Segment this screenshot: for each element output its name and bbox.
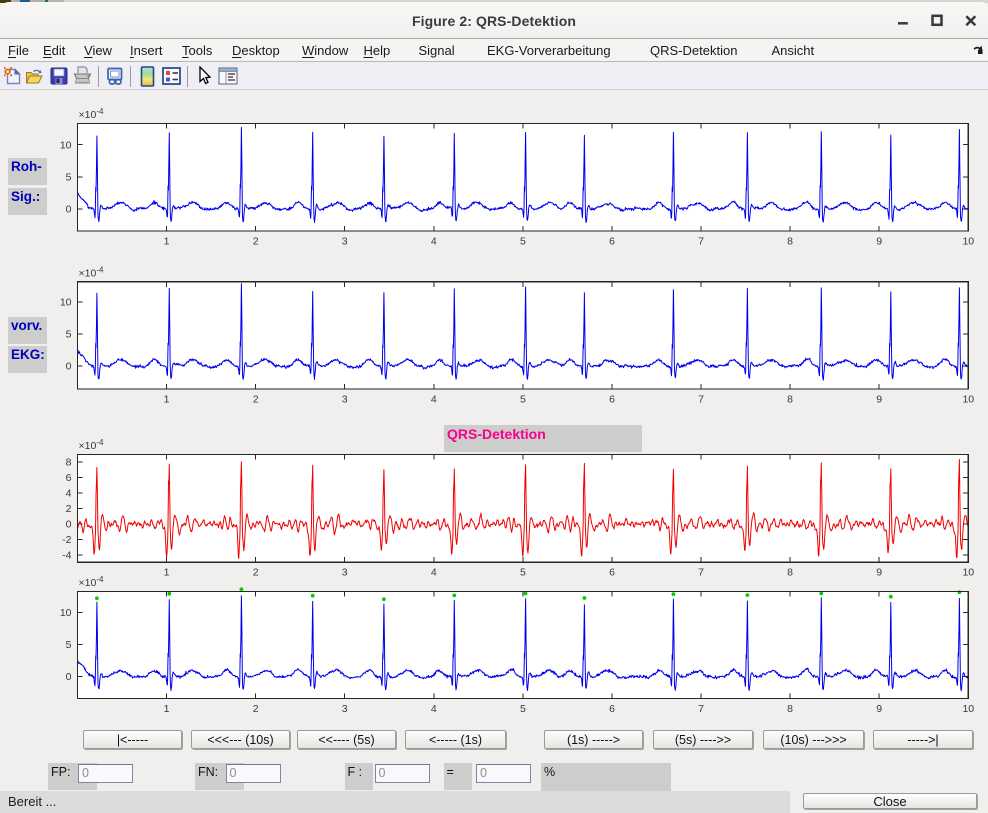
svg-text:4: 4 (431, 703, 437, 715)
svg-text:6: 6 (609, 567, 615, 579)
svg-text:6: 6 (609, 394, 615, 406)
svg-text:0: 0 (66, 518, 72, 530)
svg-text:8: 8 (66, 456, 72, 468)
svg-text:10: 10 (60, 297, 72, 309)
svg-text:2: 2 (66, 503, 72, 515)
svg-text:8: 8 (787, 394, 793, 406)
svg-text:0: 0 (66, 204, 72, 216)
svg-text:-4: -4 (62, 549, 71, 561)
svg-text:0: 0 (66, 671, 72, 683)
svg-text:7: 7 (698, 236, 704, 248)
svg-text:9: 9 (876, 703, 882, 715)
svg-text:1: 1 (164, 567, 170, 579)
svg-text:9: 9 (876, 394, 882, 406)
svg-text:10: 10 (962, 394, 974, 406)
svg-text:3: 3 (342, 394, 348, 406)
svg-text:7: 7 (698, 394, 704, 406)
svg-text:9: 9 (876, 236, 882, 248)
svg-text:-2: -2 (62, 534, 71, 546)
svg-text:10: 10 (60, 139, 72, 151)
svg-text:8: 8 (787, 236, 793, 248)
svg-text:1: 1 (164, 703, 170, 715)
svg-text:5: 5 (520, 394, 526, 406)
svg-text:2: 2 (253, 236, 259, 248)
svg-text:5: 5 (66, 329, 72, 341)
svg-text:×10-4: ×10-4 (79, 438, 104, 452)
svg-text:4: 4 (431, 236, 437, 248)
svg-text:4: 4 (66, 487, 72, 499)
svg-text:8: 8 (787, 567, 793, 579)
svg-text:4: 4 (431, 394, 437, 406)
svg-text:9: 9 (876, 567, 882, 579)
svg-text:10: 10 (962, 567, 974, 579)
svg-text:5: 5 (520, 703, 526, 715)
svg-text:2: 2 (253, 703, 259, 715)
svg-text:3: 3 (342, 567, 348, 579)
svg-text:3: 3 (342, 703, 348, 715)
svg-text:6: 6 (66, 472, 72, 484)
svg-text:1: 1 (164, 236, 170, 248)
svg-text:×10-4: ×10-4 (79, 265, 104, 279)
svg-text:10: 10 (962, 703, 974, 715)
svg-text:8: 8 (787, 703, 793, 715)
svg-text:0: 0 (66, 361, 72, 373)
svg-text:10: 10 (962, 236, 974, 248)
svg-text:5: 5 (66, 639, 72, 651)
svg-text:3: 3 (342, 236, 348, 248)
svg-text:1: 1 (164, 394, 170, 406)
svg-text:4: 4 (431, 567, 437, 579)
svg-text:5: 5 (520, 236, 526, 248)
svg-text:2: 2 (253, 567, 259, 579)
svg-text:×10-4: ×10-4 (79, 107, 104, 121)
svg-text:5: 5 (66, 171, 72, 183)
svg-text:7: 7 (698, 703, 704, 715)
svg-text:×10-4: ×10-4 (79, 575, 104, 589)
svg-text:5: 5 (520, 567, 526, 579)
svg-text:6: 6 (609, 236, 615, 248)
svg-text:7: 7 (698, 567, 704, 579)
svg-text:6: 6 (609, 703, 615, 715)
svg-text:2: 2 (253, 394, 259, 406)
svg-text:10: 10 (60, 607, 72, 619)
